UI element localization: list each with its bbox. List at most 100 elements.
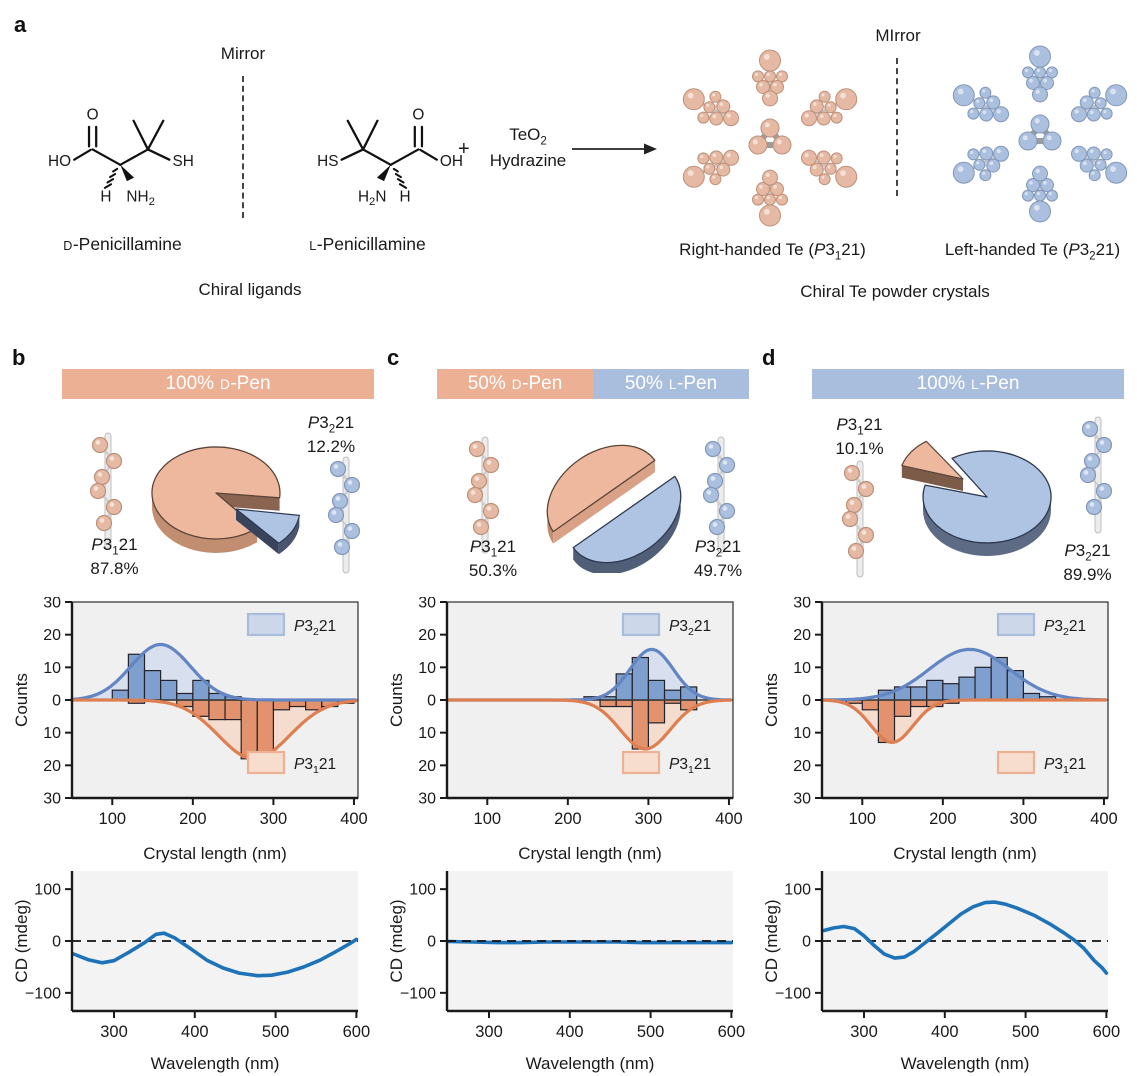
svg-text:Crystal length (nm): Crystal length (nm) xyxy=(518,844,662,863)
pie-chart-b xyxy=(151,446,300,555)
condition-segment-d-pen: 100% D -Pen xyxy=(62,369,374,399)
plus-sign: + xyxy=(458,138,470,160)
svg-text:100: 100 xyxy=(99,810,127,828)
crystal-left-handed xyxy=(925,36,1137,236)
svg-text:30: 30 xyxy=(793,597,811,612)
svg-text:400: 400 xyxy=(931,1023,959,1041)
atom-nh2: NH2 xyxy=(126,189,154,209)
condition-segment-d-pen: 50% D -Pen xyxy=(437,369,593,399)
helix-icon-pink xyxy=(89,429,126,584)
svg-text:500: 500 xyxy=(637,1023,665,1041)
svg-text:400: 400 xyxy=(340,810,368,828)
svg-text:500: 500 xyxy=(1012,1023,1040,1041)
svg-text:400: 400 xyxy=(556,1023,584,1041)
pie-chart-c xyxy=(546,444,682,573)
svg-text:600: 600 xyxy=(343,1023,371,1041)
pie-label-minor: P3121 10.1% xyxy=(835,415,884,459)
svg-text:600: 600 xyxy=(718,1023,746,1041)
svg-text:−100: −100 xyxy=(400,985,436,1002)
condition-bar-c: 50% D -Pen 50% L -Pen xyxy=(437,369,749,399)
svg-text:100: 100 xyxy=(474,810,502,828)
molecule-l-penicillamine: O OH HS H H2N xyxy=(317,107,463,209)
left-handed-te-label: Left-handed Te (P3221) xyxy=(944,240,1121,263)
svg-text:10: 10 xyxy=(43,725,61,742)
wedge-wall xyxy=(236,509,279,555)
wedge-rim xyxy=(573,476,681,573)
svg-text:20: 20 xyxy=(418,758,436,775)
pie-slice-major xyxy=(151,446,281,540)
svg-text:P3121: P3121 xyxy=(1044,756,1086,776)
svg-text:Counts: Counts xyxy=(12,673,31,727)
svg-text:P3221: P3221 xyxy=(1044,618,1086,638)
svg-text:30: 30 xyxy=(43,597,61,612)
svg-text:20: 20 xyxy=(793,758,811,775)
pie-slice-minor xyxy=(901,440,964,480)
mirror-label-left: Mirror xyxy=(220,44,266,63)
svg-text:30: 30 xyxy=(418,597,436,612)
atom-h: H xyxy=(400,189,411,206)
histogram-b: 30 20 10 0 10 20 30 100 200 300 400 Counts Crystal l… xyxy=(10,595,375,870)
pie-slice-major xyxy=(922,450,1052,544)
molecule-d-penicillamine: O HO SH H NH2 xyxy=(48,107,194,209)
powder-crystals-caption: Chiral Te powder crystals xyxy=(800,282,990,301)
condition-bar-d: 100% L -Pen xyxy=(812,369,1124,399)
svg-text:30: 30 xyxy=(43,791,61,808)
atom-h: H xyxy=(100,189,111,206)
hashed-wedge-bond xyxy=(103,167,119,189)
pie-cut-wall xyxy=(553,460,655,544)
helix-icon-blue xyxy=(702,433,739,588)
helix-icon-blue xyxy=(1079,413,1116,568)
cd-spectrum-c: 100 0 −100 300 400 500 600 CD (mdeg) Wavelength … xyxy=(385,863,750,1076)
name-l-penicillamine: L-Penicillamine xyxy=(309,234,426,254)
svg-text:300: 300 xyxy=(635,810,663,828)
chiral-ligands-caption: Chiral ligands xyxy=(198,280,302,299)
panel-label-d: d xyxy=(762,345,776,370)
svg-text:100: 100 xyxy=(849,810,877,828)
svg-text:P3121: P3121 xyxy=(669,756,711,776)
svg-text:20: 20 xyxy=(43,758,61,775)
svg-text:100: 100 xyxy=(409,882,436,899)
svg-text:Crystal length (nm): Crystal length (nm) xyxy=(143,844,287,863)
svg-text:Counts: Counts xyxy=(387,673,406,727)
svg-text:400: 400 xyxy=(1090,810,1118,828)
panel-label-a: a xyxy=(14,12,27,37)
svg-text:P3221: P3221 xyxy=(294,618,336,638)
svg-text:400: 400 xyxy=(715,810,743,828)
svg-text:0: 0 xyxy=(427,934,436,951)
helix-icon-pink xyxy=(466,433,503,588)
svg-text:10: 10 xyxy=(418,660,436,677)
atom-h2n: H2N xyxy=(358,189,386,209)
cd-spectrum-b: 100 0 −100 300 400 500 600 CD (mdeg) Wavelength … xyxy=(10,863,375,1076)
svg-text:Counts: Counts xyxy=(762,673,781,727)
svg-text:10: 10 xyxy=(43,660,61,677)
svg-text:0: 0 xyxy=(52,693,61,710)
svg-text:0: 0 xyxy=(802,934,811,951)
cd-spectrum-d: 100 0 −100 300 400 500 600 CD (mdeg) Wavelength … xyxy=(760,863,1125,1076)
svg-text:300: 300 xyxy=(1010,810,1038,828)
svg-text:P3221: P3221 xyxy=(669,618,711,638)
name-d-penicillamine: D-Penicillamine xyxy=(63,234,182,254)
pie-label-major: P3121 50.3% xyxy=(468,537,518,581)
svg-text:600: 600 xyxy=(1093,1023,1121,1041)
histogram-c: 30 20 10 0 10 20 30 100 200 300 400 Counts Crystal l… xyxy=(385,595,750,870)
hashed-wedge-bond xyxy=(392,167,408,189)
panel-b: b 100% D -Pen P3221 12.2% P3121 87.8% 30 20… xyxy=(10,345,377,1076)
svg-text:30: 30 xyxy=(418,791,436,808)
svg-text:−100: −100 xyxy=(775,985,811,1002)
svg-text:200: 200 xyxy=(179,810,207,828)
svg-text:20: 20 xyxy=(793,627,811,644)
right-handed-te-label: Right-handed Te (P3121) xyxy=(679,240,866,263)
svg-text:100: 100 xyxy=(34,882,61,899)
wedge-wall xyxy=(901,465,963,491)
pie-slice-minor xyxy=(235,508,300,544)
svg-text:CD (mdeg): CD (mdeg) xyxy=(12,899,31,982)
bold-wedge-bond xyxy=(376,164,391,182)
svg-text:CD (mdeg): CD (mdeg) xyxy=(762,899,781,982)
pie-label-minor: P3221 12.2% xyxy=(306,413,356,457)
pie-label-major: P3121 87.8% xyxy=(90,535,139,579)
svg-text:10: 10 xyxy=(793,725,811,742)
panel-c: c 50% D -Pen 50% L -Pen P3121 50.3% P3221 49… xyxy=(385,345,752,1076)
panel-d: d 100% L -Pen P3121 10.1% P3221 89.9% 30 20… xyxy=(760,345,1127,1076)
svg-text:300: 300 xyxy=(475,1023,503,1041)
